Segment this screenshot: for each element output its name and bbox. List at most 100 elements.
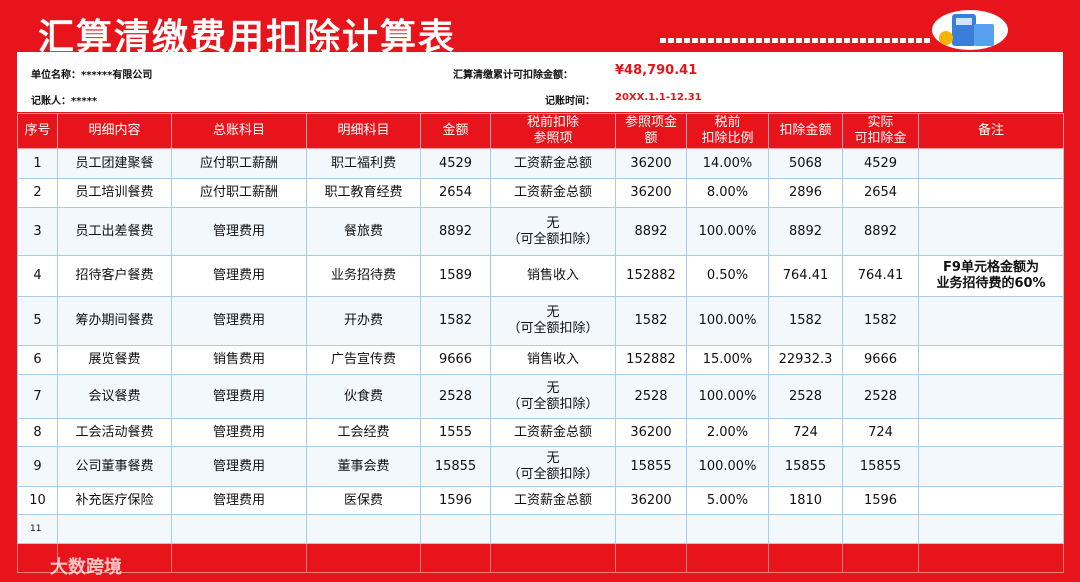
cell: 管理费用 [171, 418, 307, 447]
footer-cell [420, 543, 491, 573]
cell: 管理费用 [171, 446, 307, 487]
cell [768, 514, 843, 544]
cell: 100.00% [686, 446, 769, 487]
cell: 2528 [768, 374, 843, 419]
cell: 4 [17, 255, 58, 297]
cell: 职工福利费 [306, 148, 421, 179]
stripe [660, 38, 930, 43]
cell: 筹办期间餐费 [57, 296, 172, 346]
cell [615, 514, 687, 544]
cell: 2528 [842, 374, 919, 419]
row: 3 员工出差餐费 管理费用 餐旅费 8892 无 （可全额扣除） 8892 100.00% 88… [17, 207, 1064, 256]
row: 5 筹办期间餐费 管理费用 开办费 1582 无 （可全额扣除） 1582 100.00% 15… [17, 296, 1064, 346]
cell: 11 [17, 514, 58, 544]
footer-cell [615, 543, 687, 573]
cell: 餐旅费 [306, 207, 421, 256]
cell: 补充医疗保险 [57, 486, 172, 515]
cell: 工资薪金总额 [490, 148, 616, 179]
cell: 4529 [420, 148, 491, 179]
cell: 无 （可全额扣除） [490, 207, 616, 256]
cell: 员工团建聚餐 [57, 148, 172, 179]
cell [686, 514, 769, 544]
cell: 无 （可全额扣除） [490, 374, 616, 419]
cell [842, 514, 919, 544]
cell: 管理费用 [171, 296, 307, 346]
column-header: 序号 [17, 113, 58, 149]
cell: 764.41 [768, 255, 843, 297]
cell: 8892 [420, 207, 491, 256]
footer-cell [17, 543, 58, 573]
cell: 董事会费 [306, 446, 421, 487]
cell: 2528 [615, 374, 687, 419]
cell: 工资薪金总额 [490, 418, 616, 447]
row: 9 公司董事餐费 管理费用 董事会费 15855 无 （可全额扣除） 15855 100.00… [17, 446, 1064, 487]
cell: 15855 [615, 446, 687, 487]
period-value: 20XX.1.1-12.31 [615, 92, 702, 103]
cell: 1582 [420, 296, 491, 346]
cell: 1589 [420, 255, 491, 297]
footer-row [17, 543, 1064, 573]
cell: 应付职工薪酬 [171, 148, 307, 179]
cell [420, 514, 491, 544]
column-header: 参照项金 额 [615, 113, 687, 149]
row: 4 招待客户餐费 管理费用 业务招待费 1589 销售收入 152882 0.50% 764.4… [17, 255, 1064, 297]
cell: 15855 [842, 446, 919, 487]
cell: 7 [17, 374, 58, 419]
cell: 15855 [768, 446, 843, 487]
cell: 伙食费 [306, 374, 421, 419]
cell: 36200 [615, 148, 687, 179]
cell: 3 [17, 207, 58, 256]
cell: 2.00% [686, 418, 769, 447]
cell: 15855 [420, 446, 491, 487]
row: 6 展览餐费 销售费用 广告宣传费 9666 销售收入 152882 15.00% 22932.… [17, 345, 1064, 375]
cell: 2654 [420, 178, 491, 208]
cell: 销售收入 [490, 345, 616, 375]
cell: 8892 [842, 207, 919, 256]
cell: 应付职工薪酬 [171, 178, 307, 208]
footer-cell [842, 543, 919, 573]
cell: 员工出差餐费 [57, 207, 172, 256]
cell: 1 [17, 148, 58, 179]
cell: 2 [17, 178, 58, 208]
column-header: 税前 扣除比例 [686, 113, 769, 149]
row: 2 员工培训餐费 应付职工薪酬 职工教育经费 2654 工资薪金总额 36200 8.00% 2… [17, 178, 1064, 208]
cell: 36200 [615, 418, 687, 447]
cell [918, 446, 1064, 487]
cell: 管理费用 [171, 207, 307, 256]
cell: 2654 [842, 178, 919, 208]
cell: 5.00% [686, 486, 769, 515]
cell: 36200 [615, 486, 687, 515]
cell: 9666 [842, 345, 919, 375]
cell: 招待客户餐费 [57, 255, 172, 297]
cell [918, 514, 1064, 544]
icon [932, 10, 1008, 50]
table: 序号 明细内容 总账科目 明细科目 金额 税前扣除 参照项 参照项金 额税前 扣除比例 扣除金… [17, 113, 1064, 573]
cell: 医保费 [306, 486, 421, 515]
cell: 22932.3 [768, 345, 843, 375]
cell [918, 207, 1064, 256]
cell: 15.00% [686, 345, 769, 375]
cell: 员工培训餐费 [57, 178, 172, 208]
footer-cell [686, 543, 769, 573]
footer-cell [306, 543, 421, 573]
cell: 1555 [420, 418, 491, 447]
cell: 管理费用 [171, 486, 307, 515]
cell [918, 345, 1064, 375]
cell: 100.00% [686, 296, 769, 346]
row: 11 [17, 514, 1064, 544]
column-header: 金额 [420, 113, 491, 149]
cell: 6 [17, 345, 58, 375]
cell: 无 （可全额扣除） [490, 296, 616, 346]
cell: 公司董事餐费 [57, 446, 172, 487]
cell: 9 [17, 446, 58, 487]
footer-cell [768, 543, 843, 573]
title: 汇算清缴费用扣除计算表 [38, 16, 457, 58]
cell: 1582 [615, 296, 687, 346]
row: 1 员工团建聚餐 应付职工薪酬 职工福利费 4529 工资薪金总额 36200 14.00% 5… [17, 148, 1064, 179]
column-header: 税前扣除 参照项 [490, 113, 616, 149]
watermark: 大数跨境 [50, 557, 122, 578]
cell: 36200 [615, 178, 687, 208]
cell: 2896 [768, 178, 843, 208]
cell: 1596 [420, 486, 491, 515]
cell: 销售费用 [171, 345, 307, 375]
